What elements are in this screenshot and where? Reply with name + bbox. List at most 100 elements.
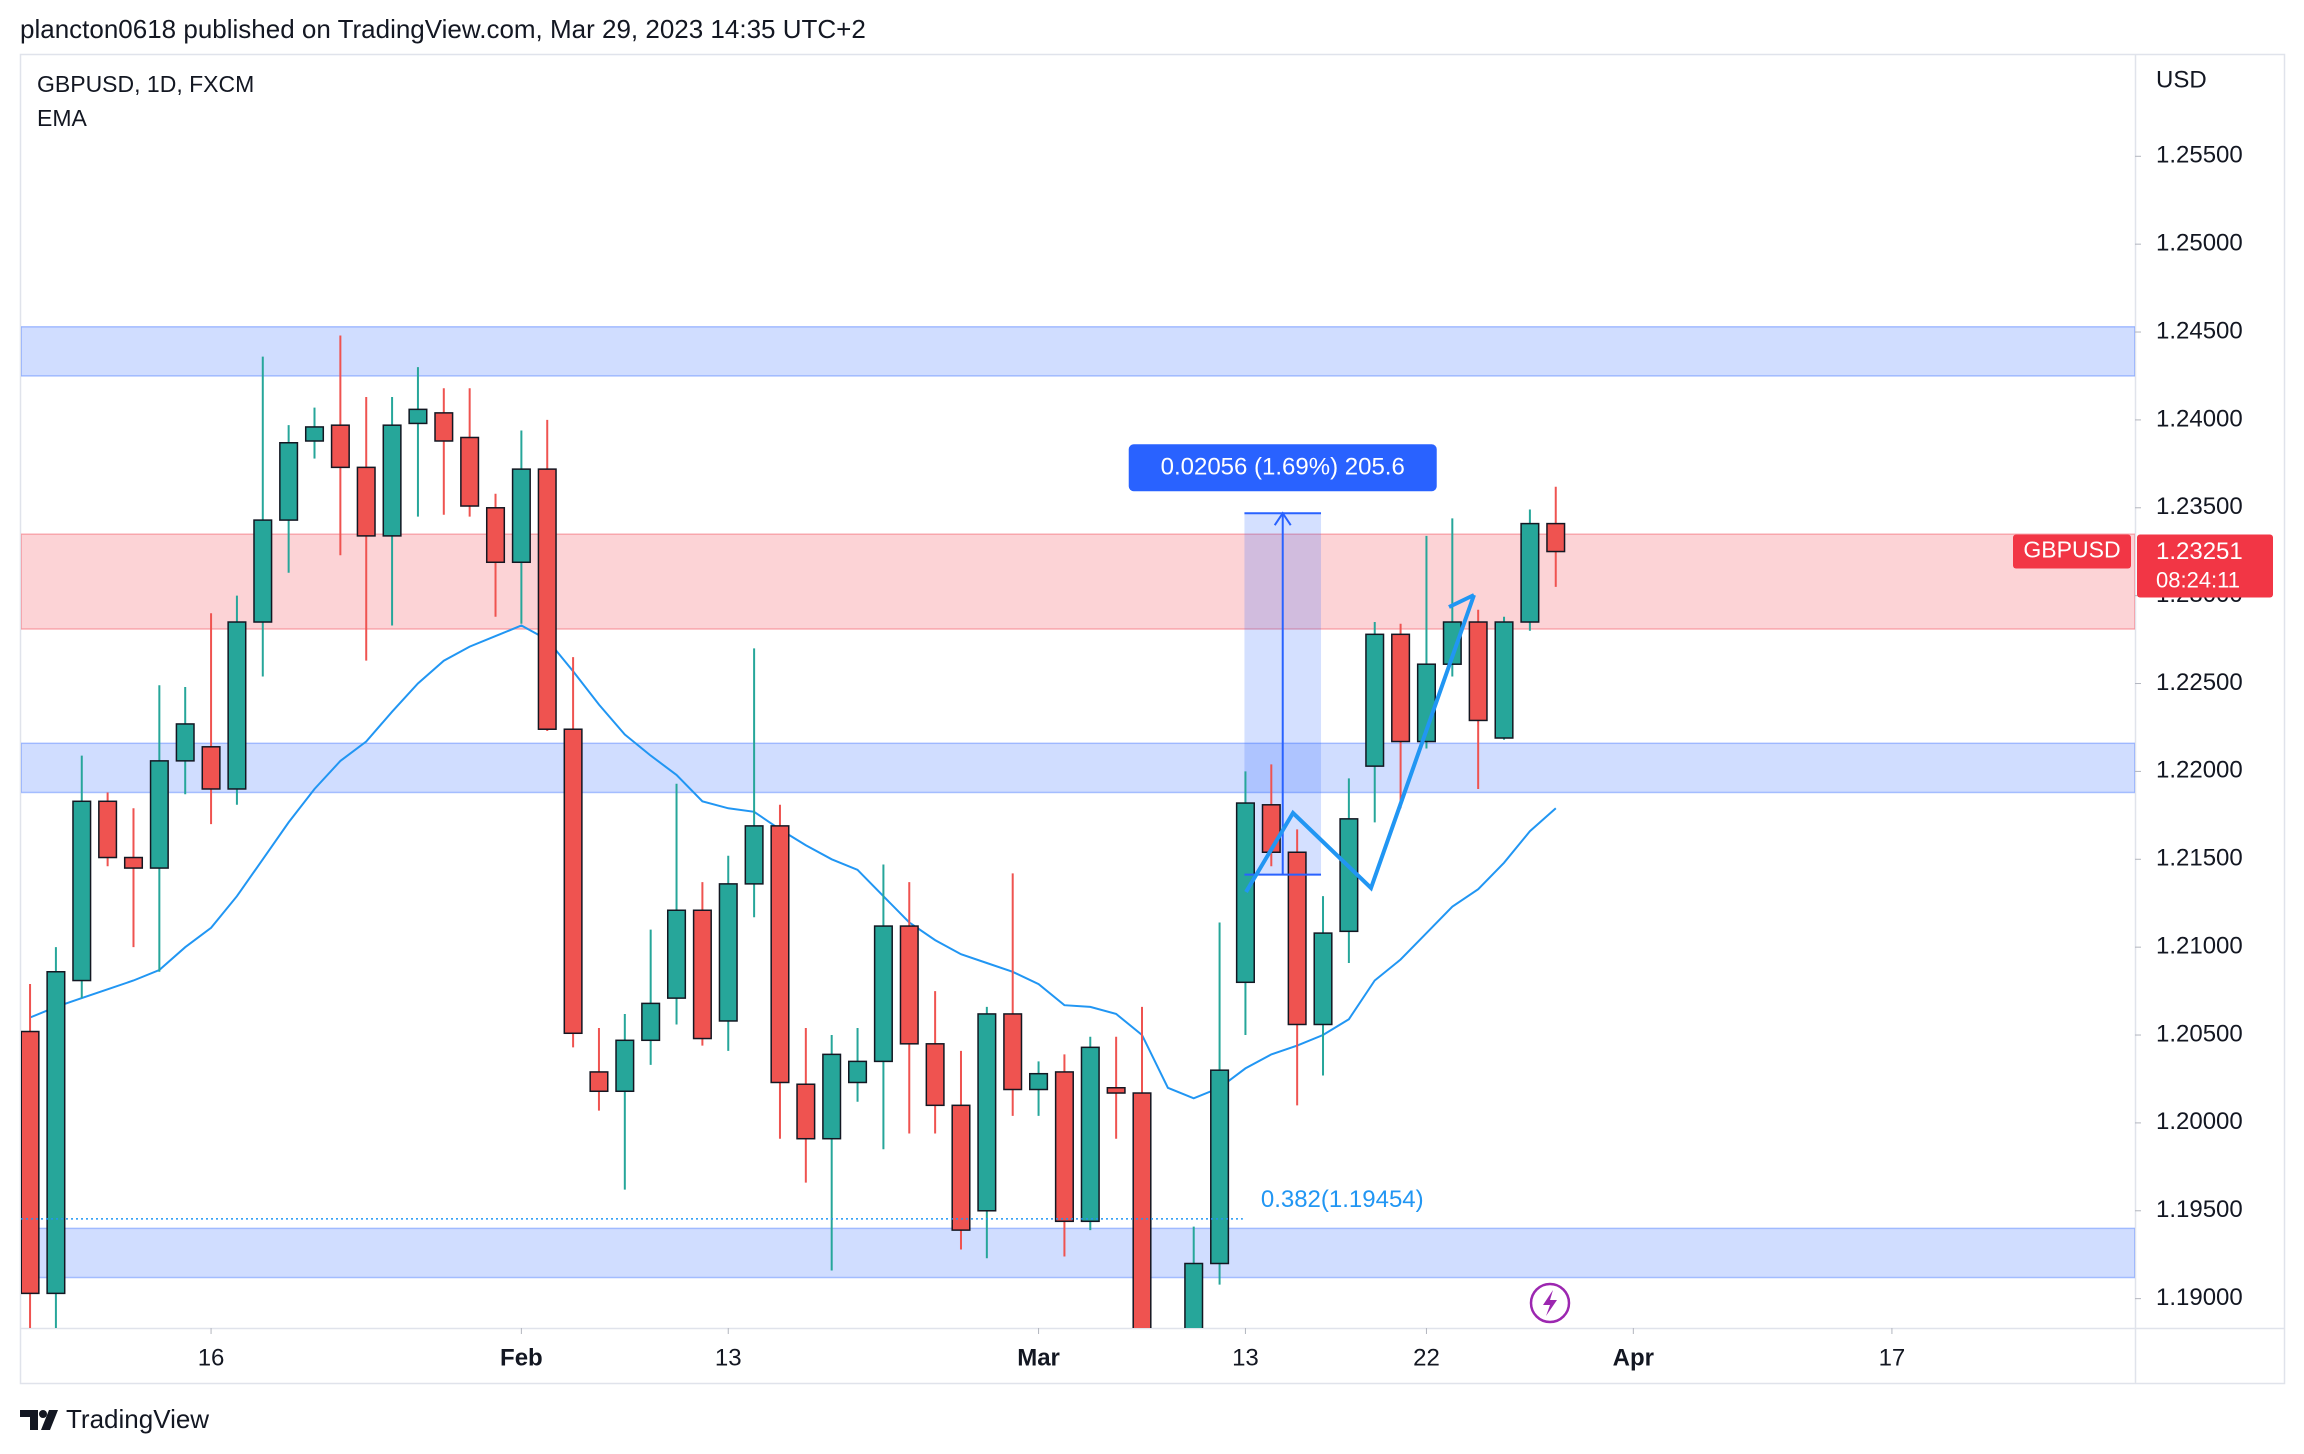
candle-body — [201, 746, 221, 790]
candle-body — [175, 723, 195, 762]
candle-body — [1106, 1087, 1126, 1094]
footer-brand: TradingView — [66, 1404, 209, 1434]
candle-body — [744, 825, 764, 885]
candle-body — [1235, 802, 1255, 984]
candle-body — [977, 1013, 997, 1212]
candle-body — [1546, 522, 1566, 553]
candle-body — [925, 1043, 945, 1107]
x-tick-label: 22 — [1413, 1344, 1440, 1371]
y-tick-label: 1.24500 — [2156, 317, 2243, 344]
candle-body — [1054, 1071, 1074, 1223]
candle-body — [356, 466, 376, 537]
candle-body — [434, 412, 454, 442]
x-tick-label: Apr — [1613, 1344, 1654, 1371]
zone — [21, 533, 2135, 630]
candle-body — [304, 426, 325, 442]
candle-body — [72, 800, 92, 982]
candle-body — [848, 1060, 868, 1084]
candle-body — [382, 424, 402, 537]
y-tick-label: 1.21000 — [2156, 932, 2243, 959]
x-tick-label: 17 — [1879, 1344, 1906, 1371]
symbol-legend: GBPUSD, 1D, FXCM — [37, 71, 254, 97]
currency-label: USD — [2156, 66, 2207, 93]
chart-frame — [19, 53, 2286, 1385]
candle-body — [641, 1002, 661, 1042]
y-tick-label: 1.20000 — [2156, 1108, 2243, 1135]
candle-body — [822, 1053, 842, 1140]
candle-body — [123, 856, 144, 869]
candle-body — [563, 728, 583, 1035]
y-tick-label: 1.20500 — [2156, 1020, 2243, 1047]
fib-label: 0.382(1.19454) — [1261, 1186, 1424, 1213]
candle-body — [615, 1039, 635, 1093]
symbol-tag — [2013, 534, 2131, 569]
header-text: plancton0618 published on TradingView.co… — [20, 14, 866, 44]
x-tick-label: Feb — [500, 1344, 543, 1371]
y-tick-label: 1.19000 — [2156, 1284, 2243, 1311]
candle-body — [98, 800, 118, 859]
x-tick-label: 13 — [1232, 1344, 1259, 1371]
candle-body — [537, 468, 557, 730]
candle-body — [1287, 851, 1307, 1026]
event-icon-bolt — [1543, 1290, 1557, 1316]
candle-body — [1468, 621, 1488, 722]
measure-label-box — [1128, 444, 1437, 492]
y-tick-label: 1.22500 — [2156, 669, 2243, 696]
zone — [21, 742, 2135, 794]
candle-body — [1210, 1069, 1230, 1265]
candle-body — [1391, 633, 1411, 743]
candle-body — [1080, 1046, 1100, 1223]
candle-body — [511, 468, 531, 564]
zone — [21, 326, 2135, 377]
candle-body — [279, 442, 299, 521]
candle-body — [46, 971, 66, 1295]
x-tick-label: 13 — [715, 1344, 742, 1371]
candle-body — [149, 760, 169, 869]
indicator-legend: EMA — [37, 105, 88, 131]
y-tick-label: 1.24000 — [2156, 405, 2243, 432]
candle-body — [1442, 621, 1462, 665]
candle-body — [408, 408, 428, 425]
candle-body — [589, 1071, 609, 1093]
price-tag-countdown: 08:24:11 — [2156, 567, 2240, 592]
x-tick-label: 16 — [198, 1344, 225, 1371]
candle-body — [1003, 1013, 1023, 1091]
candle-body — [899, 925, 919, 1045]
symbol-tag-label: GBPUSD — [2023, 537, 2120, 563]
candle-body — [951, 1104, 971, 1231]
candle-body — [253, 519, 273, 623]
price-tag-value: 1.23251 — [2156, 538, 2243, 565]
candle-body — [460, 436, 480, 507]
y-tick-label: 1.25000 — [2156, 230, 2243, 257]
candle-body — [873, 925, 893, 1063]
y-tick-label: 1.22000 — [2156, 757, 2243, 784]
measure-arrow-head — [1273, 511, 1292, 526]
candle-body — [666, 909, 687, 999]
y-tick-label: 1.25500 — [2156, 142, 2243, 169]
candle-body — [1365, 633, 1385, 767]
candle-body — [485, 507, 506, 564]
candle-body — [692, 909, 712, 1040]
candle-body — [1029, 1072, 1049, 1091]
x-tick-label: Mar — [1017, 1344, 1060, 1371]
candle-body — [1184, 1262, 1204, 1328]
candle-body — [796, 1083, 816, 1140]
y-tick-label: 1.21500 — [2156, 845, 2243, 872]
candle-body — [227, 621, 247, 790]
candle-body — [1132, 1092, 1152, 1328]
tradingview-logo — [20, 1410, 58, 1430]
measure-label: 0.02056 (1.69%) 205.6 — [1161, 454, 1405, 481]
pattern-drawing — [1448, 593, 1475, 609]
candle-body — [718, 883, 738, 1022]
candle-body — [1313, 932, 1333, 1026]
price-tag — [2137, 534, 2273, 598]
pattern-drawing — [1244, 594, 1476, 894]
candle-body — [330, 424, 350, 469]
candle-body — [1494, 621, 1514, 739]
candle-body — [770, 825, 790, 1084]
plot-area — [21, 326, 2135, 1328]
zone — [21, 1227, 2135, 1279]
candle-body — [1261, 804, 1281, 853]
